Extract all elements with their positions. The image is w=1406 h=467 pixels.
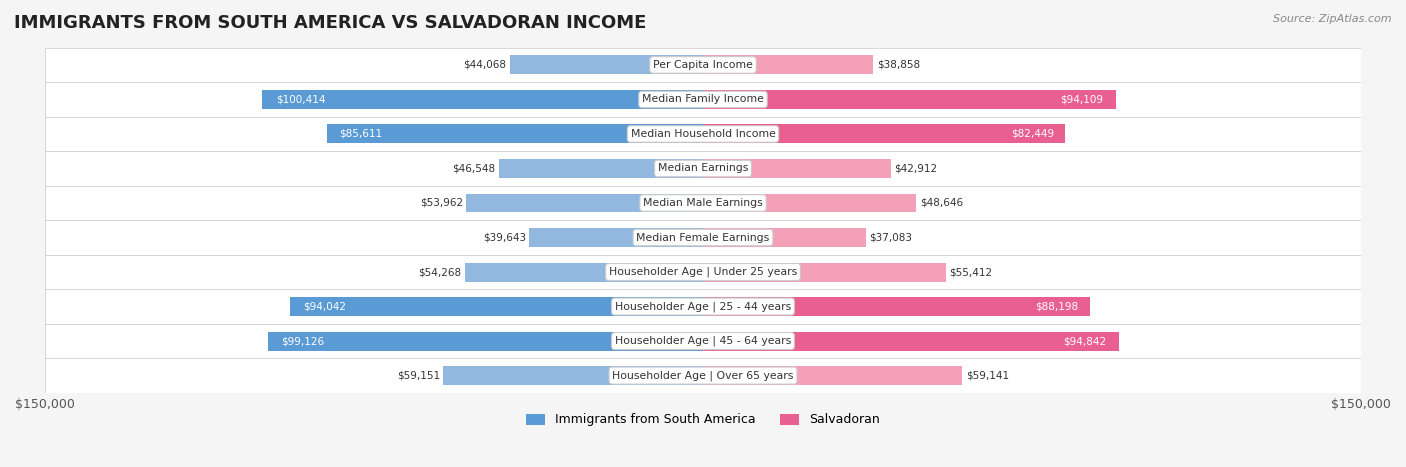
Text: $48,646: $48,646 bbox=[920, 198, 963, 208]
Bar bbox=[703, 193, 917, 212]
Text: $55,412: $55,412 bbox=[949, 267, 993, 277]
FancyBboxPatch shape bbox=[45, 186, 1361, 220]
Bar bbox=[269, 332, 703, 351]
Text: Median Female Earnings: Median Female Earnings bbox=[637, 233, 769, 242]
Text: $53,962: $53,962 bbox=[420, 198, 463, 208]
Text: $37,083: $37,083 bbox=[869, 233, 912, 242]
Bar bbox=[703, 332, 1119, 351]
Bar bbox=[465, 262, 703, 282]
Text: $94,109: $94,109 bbox=[1060, 94, 1104, 105]
Text: $100,414: $100,414 bbox=[276, 94, 325, 105]
Text: $59,141: $59,141 bbox=[966, 371, 1010, 381]
Text: Median Household Income: Median Household Income bbox=[630, 129, 776, 139]
FancyBboxPatch shape bbox=[45, 255, 1361, 289]
FancyBboxPatch shape bbox=[45, 82, 1361, 117]
Text: $85,611: $85,611 bbox=[339, 129, 382, 139]
Bar bbox=[499, 159, 703, 178]
Bar bbox=[703, 297, 1090, 316]
Text: Householder Age | 25 - 44 years: Householder Age | 25 - 44 years bbox=[614, 301, 792, 312]
Text: Source: ZipAtlas.com: Source: ZipAtlas.com bbox=[1274, 14, 1392, 24]
FancyBboxPatch shape bbox=[45, 289, 1361, 324]
Text: Per Capita Income: Per Capita Income bbox=[652, 60, 754, 70]
FancyBboxPatch shape bbox=[45, 324, 1361, 358]
Text: Householder Age | 45 - 64 years: Householder Age | 45 - 64 years bbox=[614, 336, 792, 347]
Text: Householder Age | Over 65 years: Householder Age | Over 65 years bbox=[612, 370, 794, 381]
Text: $44,068: $44,068 bbox=[464, 60, 506, 70]
Text: $46,548: $46,548 bbox=[453, 163, 495, 173]
Legend: Immigrants from South America, Salvadoran: Immigrants from South America, Salvadora… bbox=[522, 409, 884, 432]
Text: Householder Age | Under 25 years: Householder Age | Under 25 years bbox=[609, 267, 797, 277]
Text: $94,042: $94,042 bbox=[302, 302, 346, 311]
Text: $94,842: $94,842 bbox=[1063, 336, 1107, 346]
Bar bbox=[328, 125, 703, 143]
Text: Median Male Earnings: Median Male Earnings bbox=[643, 198, 763, 208]
Text: $42,912: $42,912 bbox=[894, 163, 938, 173]
Text: $82,449: $82,449 bbox=[1011, 129, 1054, 139]
Bar bbox=[291, 297, 703, 316]
FancyBboxPatch shape bbox=[45, 151, 1361, 186]
Bar bbox=[703, 56, 873, 74]
Text: $38,858: $38,858 bbox=[877, 60, 920, 70]
Bar bbox=[703, 366, 963, 385]
Bar bbox=[263, 90, 703, 109]
Bar bbox=[703, 262, 946, 282]
Bar bbox=[467, 193, 703, 212]
Bar bbox=[703, 90, 1116, 109]
Text: IMMIGRANTS FROM SOUTH AMERICA VS SALVADORAN INCOME: IMMIGRANTS FROM SOUTH AMERICA VS SALVADO… bbox=[14, 14, 647, 32]
Text: $88,198: $88,198 bbox=[1035, 302, 1078, 311]
Bar bbox=[443, 366, 703, 385]
FancyBboxPatch shape bbox=[45, 48, 1361, 82]
Text: $59,151: $59,151 bbox=[396, 371, 440, 381]
Bar bbox=[703, 159, 891, 178]
FancyBboxPatch shape bbox=[45, 117, 1361, 151]
Text: $39,643: $39,643 bbox=[482, 233, 526, 242]
Text: Median Earnings: Median Earnings bbox=[658, 163, 748, 173]
Bar bbox=[529, 228, 703, 247]
Bar bbox=[703, 228, 866, 247]
Text: Median Family Income: Median Family Income bbox=[643, 94, 763, 105]
Text: $54,268: $54,268 bbox=[419, 267, 461, 277]
Text: $99,126: $99,126 bbox=[281, 336, 325, 346]
FancyBboxPatch shape bbox=[45, 358, 1361, 393]
FancyBboxPatch shape bbox=[45, 220, 1361, 255]
Bar bbox=[509, 56, 703, 74]
Bar bbox=[703, 125, 1064, 143]
